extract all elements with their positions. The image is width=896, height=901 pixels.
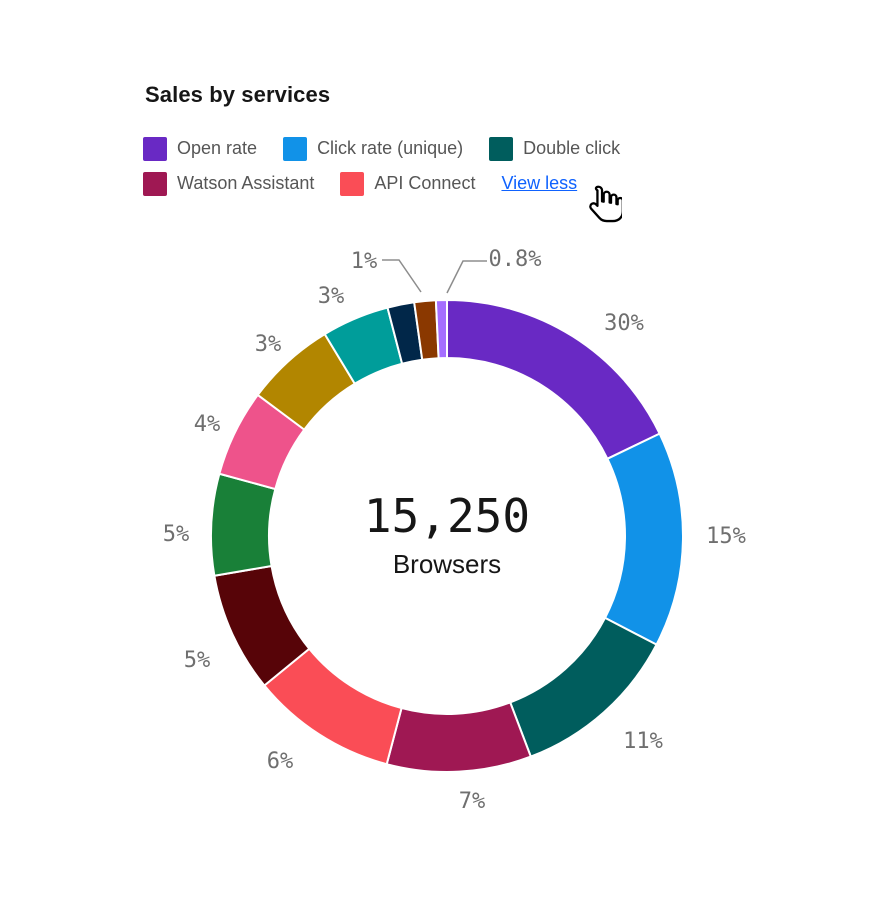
percent-label: 3% [255, 332, 282, 357]
legend-label: Double click [523, 138, 621, 158]
legend-row-2: Watson Assistant API Connect View less [143, 171, 620, 196]
legend-swatch-click-rate [283, 136, 308, 161]
legend-label: Click rate (unique) [317, 138, 464, 158]
donut-segment-watson-assistant[interactable] [385, 701, 532, 773]
legend-item-open-rate[interactable]: Open rate [143, 136, 258, 161]
legend-label: Open rate [177, 138, 258, 158]
legend-swatch-double-click [489, 136, 514, 161]
donut-segment-7[interactable] [210, 472, 277, 577]
percent-label: 3% [318, 284, 345, 309]
percent-label: 6% [267, 749, 294, 774]
percent-label: 15% [706, 524, 746, 549]
legend-label: Watson Assistant [177, 173, 315, 193]
percent-label: 5% [184, 648, 211, 673]
percent-label: 0.8% [489, 247, 542, 272]
legend-swatch-api-connect [340, 171, 365, 196]
percent-label: 11% [623, 729, 663, 754]
legend-item-api-connect[interactable]: API Connect [340, 171, 476, 196]
legend: Open rate Click rate (unique) Double cli… [143, 136, 620, 206]
legend-swatch-watson-assistant [143, 171, 167, 196]
donut-segment-click-rate-unique-[interactable] [604, 432, 684, 646]
view-less-link[interactable]: View less [501, 173, 578, 193]
percent-label: 4% [194, 412, 221, 437]
legend-label: API Connect [374, 173, 476, 193]
legend-swatch-open-rate [143, 136, 167, 161]
label-leader-line [446, 260, 487, 294]
label-leader-line [382, 259, 422, 293]
hand-pointer-cursor-icon [589, 185, 622, 223]
percent-label: 7% [459, 789, 486, 814]
donut-center-label: Browsers [393, 549, 501, 579]
legend-row-1: Open rate Click rate (unique) Double cli… [143, 136, 620, 161]
percent-label: 30% [604, 311, 644, 336]
donut-segment-13[interactable] [434, 299, 448, 360]
chart-title: Sales by services [145, 82, 331, 107]
legend-item-click-rate[interactable]: Click rate (unique) [283, 136, 464, 161]
legend-item-double-click[interactable]: Double click [489, 136, 621, 161]
percent-label: 5% [163, 522, 190, 547]
legend-item-watson-assistant[interactable]: Watson Assistant [143, 171, 315, 196]
percent-label: 1% [351, 249, 378, 274]
donut-center-value: 15,250 [364, 489, 530, 543]
